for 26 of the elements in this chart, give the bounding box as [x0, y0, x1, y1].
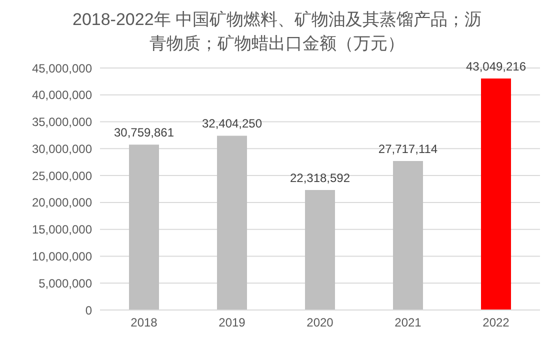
- y-tick-label: 40,000,000: [32, 88, 92, 102]
- bar: [305, 190, 335, 310]
- y-tick-label: 0: [85, 303, 92, 318]
- bar: [481, 78, 511, 310]
- data-label: 27,717,114: [378, 142, 438, 156]
- bar: [217, 136, 247, 310]
- data-label: 32,404,250: [202, 116, 262, 131]
- x-tick-label: 2022: [482, 316, 510, 330]
- y-tick-label: 25,000,000: [32, 168, 92, 183]
- y-tick-label: 5,000,000: [38, 276, 92, 290]
- data-label: 22,318,592: [290, 170, 350, 185]
- bar: [393, 160, 423, 310]
- y-tick-label: 30,000,000: [32, 142, 92, 156]
- x-tick-label: 2019: [218, 316, 246, 330]
- y-tick-label: 15,000,000: [32, 222, 92, 237]
- bar: [129, 144, 159, 310]
- chart-title: 2018-2022年 中国矿物燃料、矿物油及其蒸馏产品；沥青物质；矿物蜡出口金额（万元）: [71, 9, 483, 55]
- y-tick-label: 35,000,000: [32, 115, 92, 130]
- x-tick-label: 2018: [130, 316, 158, 330]
- data-label: 30,759,861: [114, 126, 174, 140]
- x-tick-label: 2021: [394, 316, 422, 330]
- data-label: 43,049,216: [466, 59, 526, 74]
- y-tick-label: 20,000,000: [32, 196, 92, 210]
- y-tick-label: 45,000,000: [32, 61, 92, 76]
- y-tick-label: 10,000,000: [32, 249, 92, 264]
- x-tick-label: 2020: [306, 316, 334, 330]
